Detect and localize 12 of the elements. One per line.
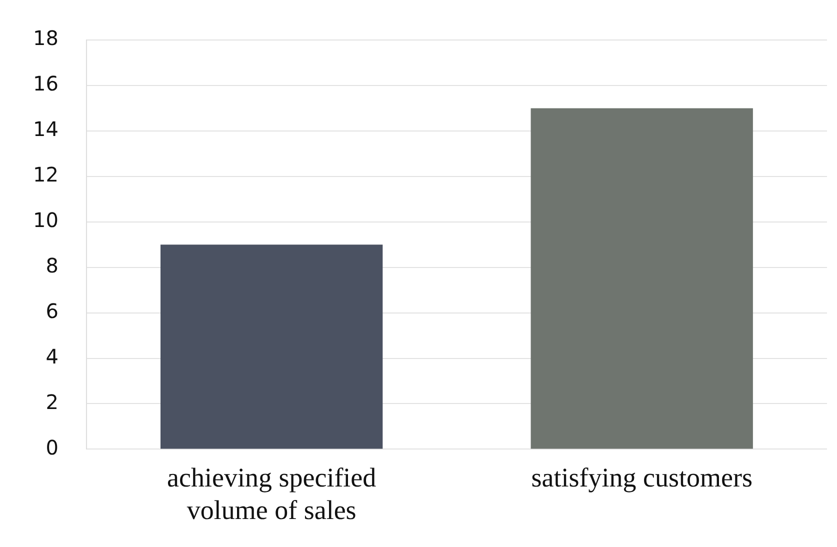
y-tick-label: 6 — [46, 299, 58, 324]
y-tick-label: 10 — [32, 208, 58, 232]
y-tick-label: 4 — [46, 344, 58, 368]
y-tick-label: 18 — [32, 26, 58, 50]
x-tick-label: achieving specified volume of sales — [167, 462, 377, 525]
y-tick-label: 16 — [32, 72, 58, 96]
x-tick-label: satisfying customers — [531, 462, 752, 492]
y-tick-label: 12 — [32, 162, 58, 187]
y-tick-label: 0 — [46, 435, 58, 460]
y-tick-label: 8 — [46, 254, 58, 278]
y-tick-label: 2 — [46, 390, 58, 414]
y-tick-label: 14 — [32, 117, 58, 142]
